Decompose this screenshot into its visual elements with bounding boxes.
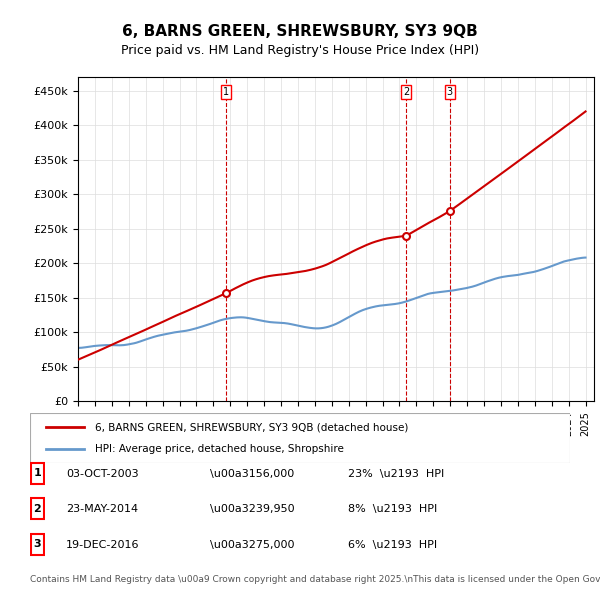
Text: Contains HM Land Registry data \u00a9 Crown copyright and database right 2025.\n: Contains HM Land Registry data \u00a9 Cr… [30,575,600,584]
Text: 23%  \u2193  HPI: 23% \u2193 HPI [348,469,444,478]
Text: 8%  \u2193  HPI: 8% \u2193 HPI [348,504,437,514]
Text: 3: 3 [446,87,453,97]
Text: 23-MAY-2014: 23-MAY-2014 [66,504,138,514]
Text: 2: 2 [34,504,41,514]
Text: Price paid vs. HM Land Registry's House Price Index (HPI): Price paid vs. HM Land Registry's House … [121,44,479,57]
Text: 03-OCT-2003: 03-OCT-2003 [66,469,139,478]
Text: 3: 3 [34,539,41,549]
FancyBboxPatch shape [30,413,570,463]
Text: 6, BARNS GREEN, SHREWSBURY, SY3 9QB: 6, BARNS GREEN, SHREWSBURY, SY3 9QB [122,24,478,38]
Text: \u00a3156,000: \u00a3156,000 [210,469,294,478]
Text: \u00a3239,950: \u00a3239,950 [210,504,295,514]
Text: 2: 2 [403,87,409,97]
Text: 6%  \u2193  HPI: 6% \u2193 HPI [348,540,437,549]
Text: \u00a3275,000: \u00a3275,000 [210,540,295,549]
Text: 1: 1 [34,468,41,478]
Text: 19-DEC-2016: 19-DEC-2016 [66,540,139,549]
Text: 1: 1 [223,87,229,97]
Text: 6, BARNS GREEN, SHREWSBURY, SY3 9QB (detached house): 6, BARNS GREEN, SHREWSBURY, SY3 9QB (det… [95,422,408,432]
Text: HPI: Average price, detached house, Shropshire: HPI: Average price, detached house, Shro… [95,444,344,454]
FancyBboxPatch shape [31,498,44,519]
FancyBboxPatch shape [31,533,44,555]
FancyBboxPatch shape [31,463,44,484]
